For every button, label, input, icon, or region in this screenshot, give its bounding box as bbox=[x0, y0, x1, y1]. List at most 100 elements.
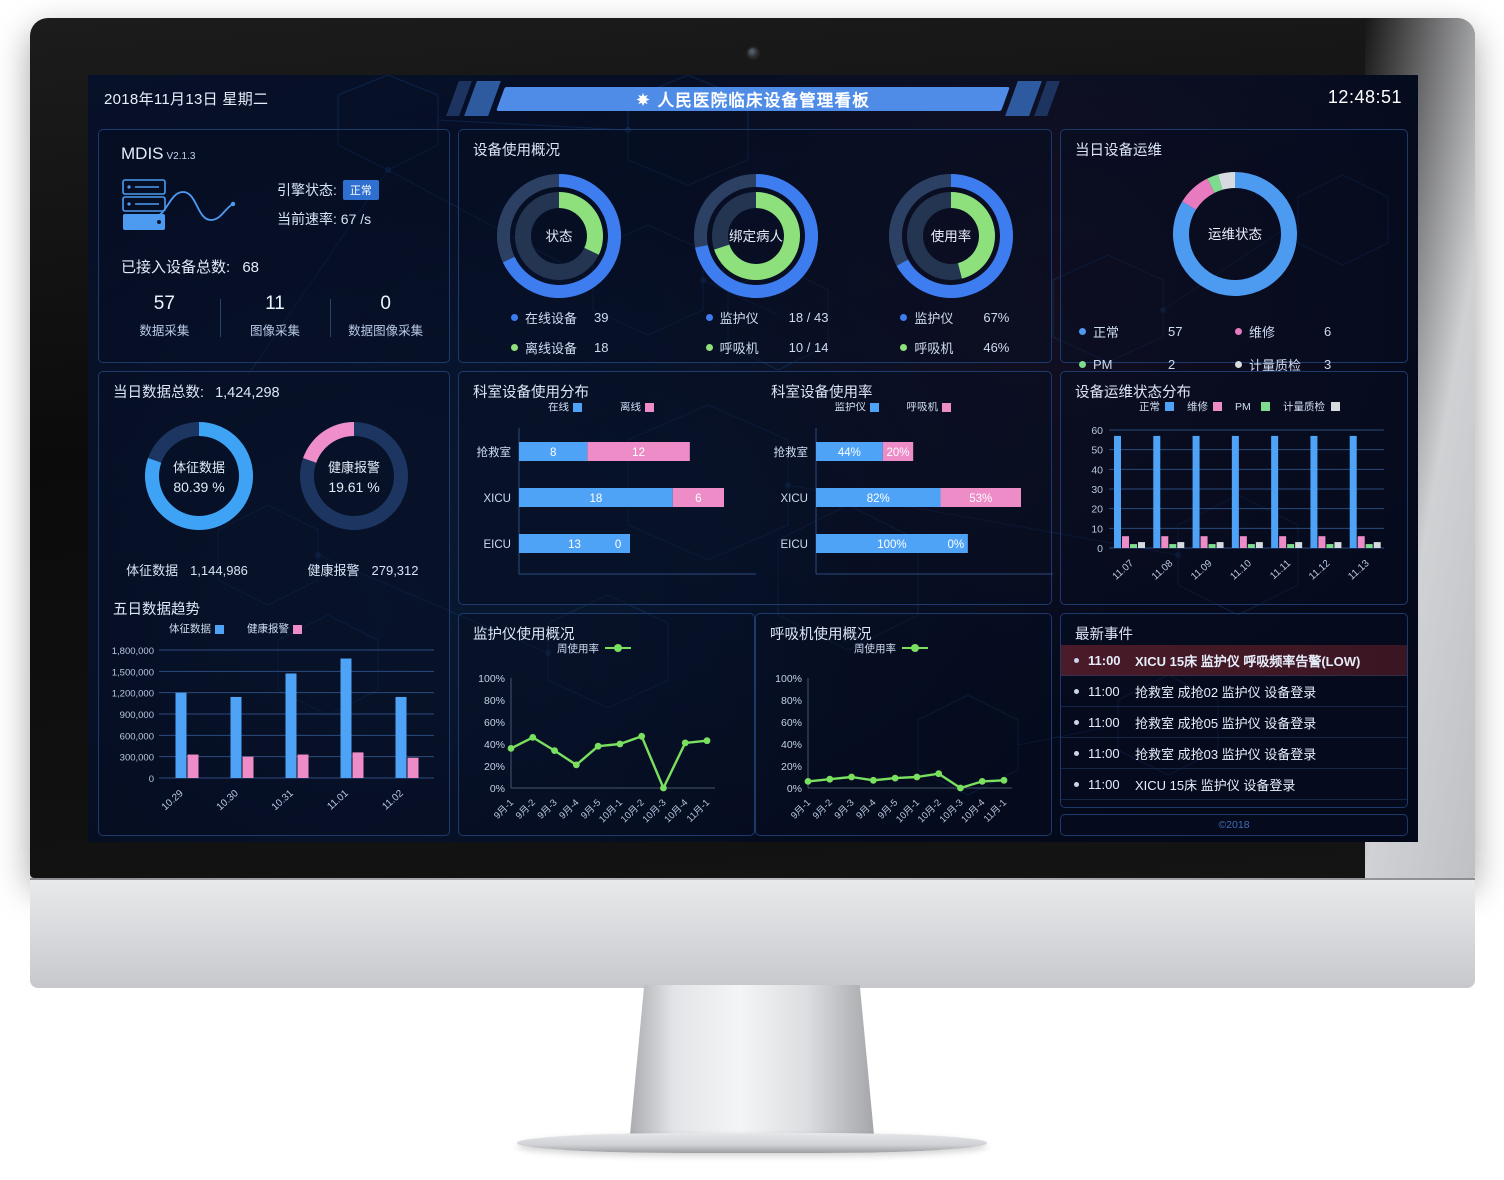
ring-legend-group: 监护仪 18 / 43 呼吸机 10 / 14 bbox=[664, 308, 859, 368]
svg-text:20%: 20% bbox=[484, 761, 505, 773]
svg-text:11.08: 11.08 bbox=[1150, 558, 1176, 583]
events-list[interactable]: 11:00 XICU 15床 监护仪 呼吸频率告警(LOW) 11:00 抢救室 成抢… bbox=[1061, 645, 1407, 800]
legend-value: 6 bbox=[1324, 324, 1332, 339]
svg-text:9月-3: 9月-3 bbox=[535, 797, 559, 821]
svg-text:20%: 20% bbox=[886, 447, 909, 459]
daily-footer-item: 体征数据 1,144,986 bbox=[99, 560, 275, 579]
panel-title: 监护仪使用概况 bbox=[473, 627, 575, 643]
header-banner: 人民医院临床设备管理看板 bbox=[446, 81, 1060, 116]
banner-main: 人民医院临床设备管理看板 bbox=[496, 86, 1010, 111]
mdis-title: MDIS V2.1.3 bbox=[121, 144, 195, 164]
svg-text:100%: 100% bbox=[775, 673, 802, 685]
panel-title-rate: 科室设备使用率 bbox=[771, 385, 873, 401]
legend-item: 维修 6 bbox=[1235, 322, 1391, 341]
svg-text:11月-1: 11月-1 bbox=[685, 797, 712, 824]
svg-text:离线: 离线 bbox=[620, 402, 641, 413]
legend-color-dot bbox=[705, 344, 713, 351]
svg-text:30: 30 bbox=[1091, 484, 1103, 496]
server-graphic bbox=[121, 178, 259, 241]
daily-footer-value: 279,312 bbox=[371, 563, 419, 578]
svg-text:呼吸机: 呼吸机 bbox=[907, 402, 939, 413]
event-time: 11:00 bbox=[1088, 745, 1120, 761]
svg-text:10月-2: 10月-2 bbox=[619, 797, 647, 825]
event-bullet-icon bbox=[1074, 719, 1079, 725]
legend-color-dot bbox=[511, 314, 518, 321]
svg-text:40%: 40% bbox=[781, 739, 802, 751]
panel-ops-distribution: 设备运维状态分布 正常 维修 PM 计量质检 0 10 20 30 40 50 60 11.07 11.… bbox=[1060, 371, 1408, 605]
header-date: 2018年11月13日 星期二 bbox=[104, 91, 269, 108]
svg-text:11.13: 11.13 bbox=[1346, 558, 1372, 583]
legend-color-dot bbox=[511, 344, 518, 351]
svg-text:10.31: 10.31 bbox=[270, 788, 296, 813]
svg-text:9月-2: 9月-2 bbox=[514, 797, 538, 821]
panel-mdis: MDIS V2.1.3 引擎状态: 正常 当前速率: bbox=[98, 129, 450, 363]
ring-legend-group: 在线设备 39 离线设备 18 bbox=[459, 308, 664, 368]
svg-text:11.11: 11.11 bbox=[1268, 558, 1293, 582]
svg-text:80.39 %: 80.39 % bbox=[173, 479, 224, 495]
legend-item: 呼吸机 46% bbox=[900, 338, 1053, 357]
svg-text:使用率: 使用率 bbox=[931, 228, 972, 244]
svg-text:EICU: EICU bbox=[484, 539, 511, 551]
legend-value: 10 / 14 bbox=[788, 340, 829, 355]
event-bullet-icon bbox=[1074, 781, 1079, 787]
svg-text:抢救室: 抢救室 bbox=[477, 445, 512, 459]
header-clock: 12:48:51 bbox=[1327, 87, 1402, 107]
event-row[interactable]: 11:00 XICU 15床 监护仪 呼吸频率告警(LOW) bbox=[1061, 645, 1407, 676]
legend-item: 监护仪 67% bbox=[900, 308, 1053, 327]
svg-text:300,000: 300,000 bbox=[120, 753, 154, 764]
svg-text:600,000: 600,000 bbox=[120, 731, 154, 742]
rate-value: 67 /s bbox=[340, 211, 372, 227]
svg-text:10: 10 bbox=[1091, 523, 1103, 535]
svg-text:9月-1: 9月-1 bbox=[789, 797, 813, 821]
svg-text:0: 0 bbox=[149, 774, 154, 785]
svg-text:体征数据: 体征数据 bbox=[169, 622, 211, 635]
svg-text:健康报警: 健康报警 bbox=[247, 622, 289, 635]
svg-text:10月-3: 10月-3 bbox=[938, 797, 966, 825]
event-time: 11:00 bbox=[1088, 714, 1120, 730]
daily-footer-label: 体征数据 bbox=[126, 563, 179, 578]
legend-label: 维修 bbox=[1249, 325, 1276, 340]
legend-item: 计量质检 3 bbox=[1235, 355, 1391, 374]
svg-text:PM: PM bbox=[1235, 401, 1251, 413]
panel-title: 呼吸机使用概况 bbox=[770, 627, 872, 643]
svg-text:11.01: 11.01 bbox=[325, 788, 351, 813]
event-row[interactable]: 11:00 抢救室 成抢03 监护仪 设备登录 bbox=[1061, 738, 1407, 769]
legend-value: 46% bbox=[983, 340, 1010, 355]
legend-item: 正常 57 bbox=[1079, 322, 1235, 341]
svg-text:XICU: XICU bbox=[484, 493, 511, 505]
svg-text:12: 12 bbox=[632, 447, 645, 459]
legend-value: 18 bbox=[594, 340, 609, 355]
event-text: 抢救室 成抢05 监护仪 设备登录 bbox=[1135, 715, 1317, 731]
total-devices-label: 已接入设备总数: bbox=[121, 259, 231, 276]
svg-text:100%: 100% bbox=[478, 673, 505, 685]
legend-label: 呼吸机 bbox=[719, 341, 759, 356]
svg-text:11.10: 11.10 bbox=[1228, 558, 1254, 583]
event-bullet-icon bbox=[1074, 750, 1079, 756]
stat-value: 0 bbox=[380, 293, 391, 314]
svg-text:60%: 60% bbox=[781, 717, 802, 729]
svg-text:40: 40 bbox=[1091, 464, 1103, 476]
svg-text:绑定病人: 绑定病人 bbox=[729, 229, 783, 244]
panel-title: 当日数据总数: 1,424,298 bbox=[113, 381, 280, 402]
legend-label: 呼吸机 bbox=[914, 341, 954, 356]
total-devices-value: 68 bbox=[242, 259, 260, 276]
dashboard-header: 2018年11月13日 星期二 人民医院临床设备管理看板 12:48:51 bbox=[88, 75, 1418, 123]
event-text: XICU 15床 监护仪 呼吸频率告警(LOW) bbox=[1135, 653, 1361, 669]
svg-text:周使用率: 周使用率 bbox=[557, 642, 599, 655]
event-row[interactable]: 11:00 XICU 15床 监护仪 设备登录 bbox=[1061, 769, 1407, 800]
monitor-stand-neck bbox=[629, 985, 875, 1140]
copyright-text: ©2018 bbox=[1218, 819, 1250, 831]
svg-text:9月-4: 9月-4 bbox=[854, 797, 878, 821]
svg-text:状态: 状态 bbox=[546, 229, 573, 244]
event-row[interactable]: 11:00 抢救室 成抢02 监护仪 设备登录 bbox=[1061, 676, 1407, 707]
svg-text:60%: 60% bbox=[484, 717, 505, 729]
svg-text:1,500,000: 1,500,000 bbox=[112, 667, 154, 678]
daily-total-label: 当日数据总数: bbox=[113, 385, 205, 401]
event-text: 抢救室 成抢02 监护仪 设备登录 bbox=[1135, 684, 1317, 700]
medical-cross-icon bbox=[636, 91, 650, 106]
legend-value: 18 / 43 bbox=[788, 310, 829, 325]
legend-color-dot bbox=[1079, 361, 1086, 368]
event-row[interactable]: 11:00 抢救室 成抢05 监护仪 设备登录 bbox=[1061, 707, 1407, 738]
legend-color-dot bbox=[1235, 361, 1242, 368]
